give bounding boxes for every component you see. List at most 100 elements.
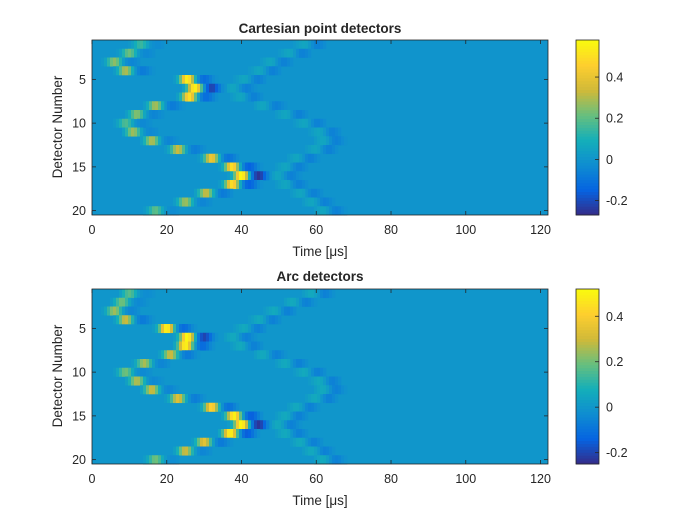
heatmap-cell <box>263 171 267 181</box>
heatmap-cell <box>221 162 225 172</box>
heatmap-cell <box>143 297 147 307</box>
heatmap-cell <box>263 350 267 360</box>
heatmap-cell <box>140 40 144 50</box>
heatmap-cell <box>224 162 228 172</box>
colorbar-segment <box>576 434 599 439</box>
heatmap-cell <box>257 92 261 102</box>
heatmap-cell <box>209 197 213 207</box>
heatmap-cell <box>188 324 192 334</box>
heatmap-cell <box>275 420 279 430</box>
heatmap-cell <box>209 332 213 342</box>
heatmap-cell <box>248 162 252 172</box>
heatmap-cell <box>164 394 168 404</box>
heatmap-row <box>176 92 264 102</box>
heatmap-cell <box>119 306 123 316</box>
heatmap-cell <box>320 367 324 377</box>
colorbar-segment <box>576 51 599 55</box>
heatmap-cell <box>182 446 186 456</box>
heatmap-cell <box>194 446 198 456</box>
heatmap-cell <box>194 83 198 93</box>
heatmap-cell <box>140 66 144 76</box>
heatmap-cell <box>278 110 282 120</box>
heatmap-cell <box>200 83 204 93</box>
x-tick-label: 20 <box>160 472 174 486</box>
heatmap-row <box>140 136 348 146</box>
heatmap-cell <box>323 118 327 128</box>
heatmap-cell <box>320 127 324 137</box>
heatmap-cell <box>149 136 153 146</box>
colorbar-segment <box>576 191 599 195</box>
heatmap-cell <box>152 136 156 146</box>
heatmap-cell <box>233 411 237 421</box>
x-tick-label: 120 <box>530 472 551 486</box>
heatmap-cell <box>323 289 327 299</box>
y-tick-label: 10 <box>72 117 86 131</box>
heatmap-cell <box>158 40 162 50</box>
heatmap-cell <box>308 367 312 377</box>
heatmap-cell <box>137 359 141 369</box>
heatmap-cell <box>206 437 210 447</box>
colorbar-segment <box>576 159 599 163</box>
heatmap-cell <box>344 136 348 146</box>
x-tick-label: 60 <box>309 472 323 486</box>
colorbar-segment <box>576 289 599 293</box>
heatmap-cell <box>299 48 303 58</box>
heatmap-cell <box>155 455 159 465</box>
heatmap-cell <box>137 306 141 316</box>
heatmap-cell <box>152 206 156 216</box>
heatmap-cell <box>239 324 243 334</box>
heatmap-cell <box>137 118 141 128</box>
heatmap-cell <box>218 188 222 198</box>
heatmap-cell <box>134 297 138 307</box>
heatmap-cell <box>263 75 267 85</box>
colorbar-segment <box>576 45 599 50</box>
heatmap-row <box>158 350 288 360</box>
heatmap-cell <box>257 341 261 351</box>
heatmap-cell <box>233 332 237 342</box>
heatmap-cell <box>299 171 303 181</box>
heatmap-cell <box>110 306 114 316</box>
heatmap-cell <box>239 341 243 351</box>
colorbar-segment <box>576 318 599 322</box>
heatmap-row <box>140 385 348 395</box>
heatmap-cell <box>332 136 336 146</box>
heatmap-cell <box>176 197 180 207</box>
heatmap-cell <box>155 40 159 50</box>
colorbar-segment <box>576 168 599 172</box>
heatmap-cell <box>170 394 174 404</box>
heatmap-cell <box>143 289 147 299</box>
colorbar-segment <box>576 443 599 447</box>
heatmap-cell <box>317 385 321 395</box>
heatmap-cell <box>125 66 129 76</box>
heatmap-cell <box>254 66 258 76</box>
colorbar-segment <box>576 89 599 93</box>
colorbar-segment <box>576 83 599 88</box>
colorbar-segment <box>576 341 599 345</box>
heatmap-cell <box>191 197 195 207</box>
heatmap-cell <box>197 75 201 85</box>
heatmap-cell <box>104 306 108 316</box>
heatmap-cell <box>212 341 216 351</box>
heatmap-row <box>125 110 309 120</box>
heatmap-cell <box>182 83 186 93</box>
heatmap-cell <box>233 402 237 412</box>
heatmap-cell <box>230 188 234 198</box>
colorbar-segment <box>576 95 599 99</box>
heatmap-cell <box>230 180 234 190</box>
heatmap-cell <box>176 446 180 456</box>
heatmap-cell <box>182 324 186 334</box>
heatmap-cell <box>206 197 210 207</box>
heatmap-cell <box>173 446 177 456</box>
heatmap-cell <box>302 118 306 128</box>
heatmap-cell <box>338 136 342 146</box>
heatmap-cell <box>251 411 255 421</box>
heatmap-cell <box>326 145 330 155</box>
heatmap-cell <box>308 376 312 386</box>
panel-cartesian: Cartesian point detectors 0 20 40 60 80 100 12… <box>50 21 628 259</box>
y-tick-label: 20 <box>72 204 86 218</box>
heatmap-cell <box>326 127 330 137</box>
heatmap-cell <box>254 411 258 421</box>
heatmap-cell <box>158 324 162 334</box>
heatmap-cell <box>311 446 315 456</box>
heatmap-cell <box>167 455 171 465</box>
